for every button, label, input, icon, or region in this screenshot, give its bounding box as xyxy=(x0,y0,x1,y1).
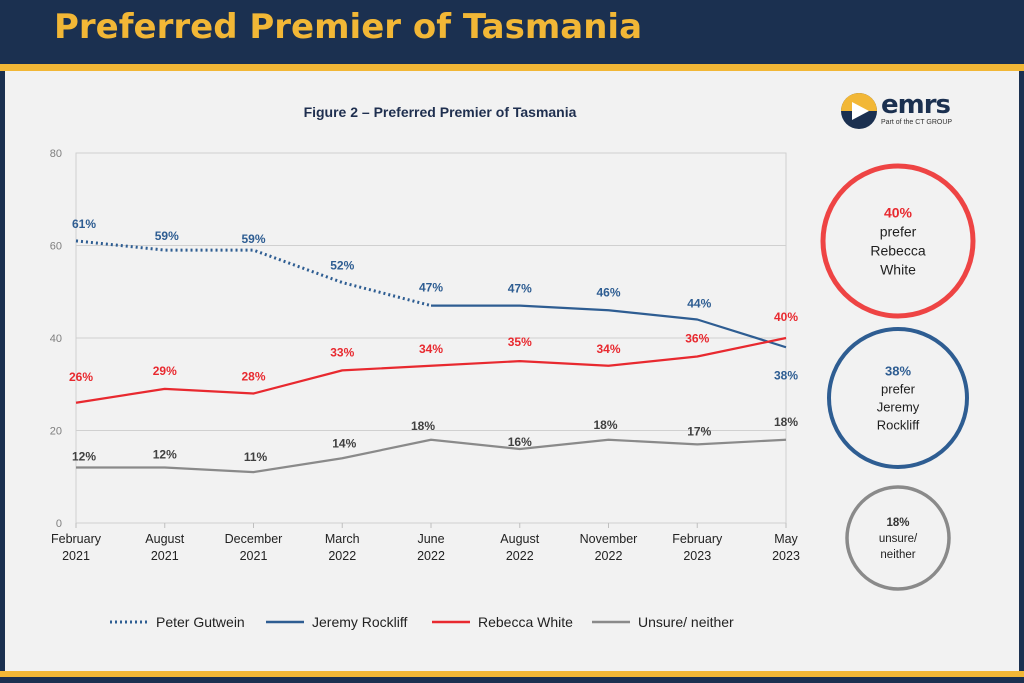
frame-left-border xyxy=(0,71,5,683)
data-label: 14% xyxy=(332,436,356,450)
data-label: 61% xyxy=(72,217,96,231)
data-label: 36% xyxy=(685,332,709,346)
data-label: 17% xyxy=(687,424,711,438)
x-tick-label: August xyxy=(500,532,539,546)
summary-text: unsure/ xyxy=(879,533,918,545)
legend-label-jeremy-rockliff: Jeremy Rockliff xyxy=(312,614,408,630)
summary-text: neither xyxy=(880,549,915,561)
series-line-peter-gutwein xyxy=(75,239,432,308)
y-tick-label: 40 xyxy=(50,333,62,345)
data-label: 59% xyxy=(155,229,179,243)
legend-label-peter-gutwein: Peter Gutwein xyxy=(156,614,245,630)
data-label: 47% xyxy=(419,281,443,295)
data-label: 47% xyxy=(508,282,532,296)
summary-circle xyxy=(820,163,976,319)
summary-text: Rockliff xyxy=(877,418,920,433)
x-tick-label: 2023 xyxy=(683,549,711,563)
data-label: 29% xyxy=(153,364,177,378)
y-tick-label: 80 xyxy=(50,148,62,160)
x-tick-label: 2022 xyxy=(328,549,356,563)
x-tick-label: August xyxy=(145,532,184,546)
gold-footer-divider xyxy=(0,671,1024,677)
x-tick-label: November xyxy=(580,532,638,546)
summary-text: Rebecca xyxy=(870,242,925,258)
x-tick-label: 2022 xyxy=(595,549,623,563)
summary-value: 38% xyxy=(885,364,911,379)
data-label: 33% xyxy=(330,345,354,359)
summary-text: Jeremy xyxy=(877,400,920,415)
summary-text: prefer xyxy=(880,223,917,239)
data-label: 18% xyxy=(774,415,798,429)
x-tick-label: 2021 xyxy=(62,549,90,563)
emrs-logo: emrs Part of the CT GROUP xyxy=(838,88,953,134)
x-tick-label: February xyxy=(672,532,723,546)
summary-value: 40% xyxy=(884,204,913,220)
x-tick-label: 2021 xyxy=(240,549,268,563)
series-line-rebecca-white xyxy=(75,336,787,404)
data-label: 26% xyxy=(69,370,93,384)
data-label: 28% xyxy=(241,370,265,384)
summary-circle xyxy=(827,327,969,469)
page-title: Preferred Premier of Tasmania xyxy=(54,7,643,47)
summary-circle xyxy=(845,485,951,591)
header-bar: Preferred Premier of Tasmania xyxy=(0,0,1024,64)
chart-panel xyxy=(5,71,1019,671)
logo-wordmark: emrs xyxy=(881,90,951,120)
x-tick-label: June xyxy=(417,532,444,546)
data-label: 34% xyxy=(596,342,620,356)
y-tick-label: 60 xyxy=(50,241,62,253)
legend-label-rebecca-white: Rebecca White xyxy=(478,614,573,630)
navy-footer-bar xyxy=(0,677,1024,683)
summary-text: prefer xyxy=(881,382,916,397)
data-label: 35% xyxy=(508,335,532,349)
data-label: 16% xyxy=(508,435,532,449)
y-tick-label: 20 xyxy=(50,426,62,438)
chart-title: Figure 2 – Preferred Premier of Tasmania xyxy=(304,104,577,120)
data-label: 46% xyxy=(596,285,620,299)
data-label: 44% xyxy=(687,297,711,311)
x-tick-label: March xyxy=(325,532,360,546)
data-label: 12% xyxy=(153,448,177,462)
data-label: 40% xyxy=(774,310,798,324)
x-tick-label: 2023 xyxy=(772,549,800,563)
logo-tagline: Part of the CT GROUP xyxy=(881,119,953,126)
data-label: 12% xyxy=(72,450,96,464)
x-tick-label: 2022 xyxy=(506,549,534,563)
frame-right-border xyxy=(1019,71,1024,683)
data-label: 11% xyxy=(244,450,268,464)
series-line-unsure-neither xyxy=(76,438,787,474)
y-tick-label: 0 xyxy=(56,518,62,530)
data-label: 52% xyxy=(330,259,354,273)
summary-value: 18% xyxy=(886,517,909,529)
data-label: 38% xyxy=(774,368,798,382)
summary-text: White xyxy=(880,261,916,277)
logo-emblem-icon xyxy=(841,93,877,129)
data-label: 18% xyxy=(593,418,617,432)
series-line-jeremy-rockliff xyxy=(431,304,787,349)
gold-divider xyxy=(0,64,1024,71)
x-tick-label: May xyxy=(774,532,798,546)
data-label: 59% xyxy=(241,232,265,246)
x-tick-label: February xyxy=(51,532,102,546)
data-label: 34% xyxy=(419,342,443,356)
data-label: 18% xyxy=(411,419,435,433)
legend-label-unsure-neither: Unsure/ neither xyxy=(638,614,734,630)
x-tick-label: 2021 xyxy=(151,549,179,563)
x-tick-label: 2022 xyxy=(417,549,445,563)
x-tick-label: December xyxy=(225,532,283,546)
